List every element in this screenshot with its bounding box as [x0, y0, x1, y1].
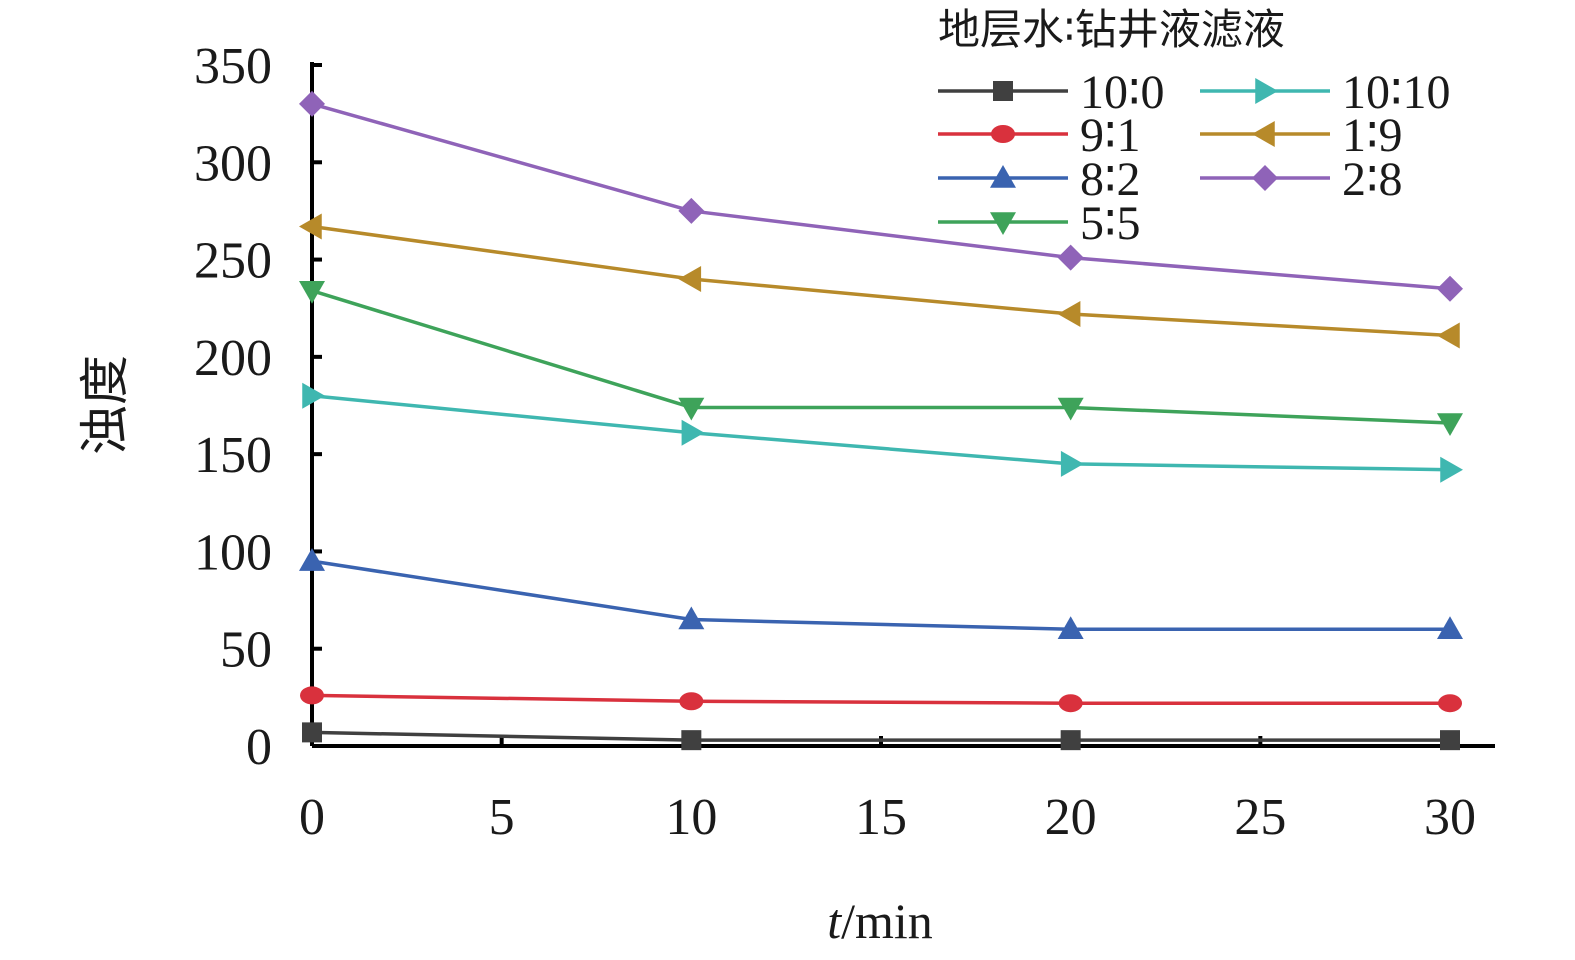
x-tick-label: 20: [1045, 789, 1097, 846]
legend-label: 8∶2: [1080, 153, 1141, 206]
legend-marker-circle: [991, 125, 1015, 143]
axes: 0 5 10 15 20 25 30 0 50 100 150 200 250 300 350: [194, 38, 1495, 846]
y-tick-label: 250: [194, 233, 272, 290]
data-point-triangle-down: [1057, 397, 1084, 421]
data-point-circle: [1058, 694, 1083, 713]
legend-items: 10∶09∶18∶25∶5 10∶101∶92∶8: [938, 66, 1451, 250]
legend-item: 10∶0: [938, 66, 1165, 119]
series-line: [311, 394, 1451, 472]
series-line: [311, 102, 1451, 291]
y-tick-label: 200: [194, 330, 272, 387]
series-line: [311, 289, 1451, 425]
y-tick-label: 300: [194, 135, 272, 192]
series-triangle-right: [302, 382, 1463, 483]
data-point-square: [302, 722, 322, 743]
y-tick-label: 150: [194, 427, 272, 484]
legend-marker-square: [993, 81, 1013, 101]
data-point-triangle-down: [299, 280, 325, 304]
legend-item: 8∶2: [938, 153, 1141, 206]
data-point-circle: [300, 686, 324, 705]
x-tick-label: 5: [489, 789, 515, 846]
data-point-triangle-down: [1437, 413, 1463, 437]
x-axis-title-variable: t: [827, 893, 842, 949]
data-point-square: [1060, 730, 1081, 751]
legend-item: 1∶9: [1200, 109, 1403, 162]
x-tick-label: 0: [299, 789, 325, 846]
data-point-triangle-right: [1440, 456, 1463, 483]
data-point-diamond: [299, 90, 325, 117]
series-triangle-left: [299, 213, 1460, 349]
legend-label: 5∶5: [1080, 197, 1141, 250]
series-line: [311, 559, 1450, 632]
x-tick-label: 25: [1234, 789, 1286, 846]
series-line: [311, 224, 1451, 338]
legend-marker-triangle-up: [990, 165, 1016, 188]
y-tick-label: 0: [246, 719, 272, 776]
series-triangle-up: [299, 548, 1463, 640]
data-point-diamond: [1057, 244, 1084, 271]
series-line: [311, 693, 1450, 705]
data-point-square: [1440, 730, 1460, 751]
data-point-triangle-right: [1060, 450, 1084, 477]
data-point-triangle-left: [1437, 322, 1460, 349]
data-point-triangle-left: [678, 266, 702, 293]
legend: 地层水∶钻井液滤液 10∶09∶18∶25∶5 10∶101∶92∶8: [938, 5, 1451, 250]
x-tick-label: 30: [1424, 789, 1476, 846]
data-point-diamond: [678, 197, 705, 224]
y-axis-title: 浊度: [77, 355, 133, 455]
data-point-triangle-up: [299, 548, 325, 571]
legend-label: 9∶1: [1080, 109, 1141, 162]
y-tick-label: 100: [194, 524, 272, 581]
data-point-triangle-up: [1437, 616, 1463, 640]
legend-title: 地层水∶钻井液滤液: [938, 5, 1285, 54]
legend-label: 1∶9: [1342, 109, 1403, 162]
legend-item: 5∶5: [938, 197, 1141, 250]
series-diamond: [299, 90, 1463, 302]
data-point-triangle-left: [1057, 301, 1081, 328]
x-ticks: 0 5 10 15 20 25 30: [299, 736, 1476, 846]
data-point-triangle-left: [299, 213, 322, 240]
legend-item: 2∶8: [1200, 153, 1403, 206]
series-triangle-down: [299, 280, 1463, 437]
x-axis-title-unit: /min: [841, 893, 933, 949]
series-circle: [300, 686, 1462, 713]
legend-marker-triangle-right: [1255, 78, 1278, 104]
legend-item: 10∶10: [1200, 66, 1451, 119]
legend-item: 9∶1: [938, 109, 1141, 162]
legend-marker-triangle-down: [990, 212, 1016, 235]
legend-label: 2∶8: [1342, 153, 1403, 206]
data-point-circle: [1438, 694, 1462, 713]
legend-marker-diamond: [1252, 165, 1278, 191]
x-tick-label: 10: [665, 789, 717, 846]
data-point-square: [681, 730, 702, 751]
y-ticks: 0 50 100 150 200 250 300 350: [194, 38, 322, 776]
legend-marker-triangle-left: [1252, 121, 1275, 147]
data-point-triangle-down: [678, 397, 705, 421]
data-point-triangle-up: [678, 606, 705, 630]
data-point-circle: [679, 692, 704, 711]
x-axis-title: t/min: [827, 893, 933, 949]
x-tick-label: 15: [855, 789, 907, 846]
series-layer: [299, 90, 1463, 751]
data-point-triangle-up: [1057, 616, 1084, 640]
data-point-triangle-right: [302, 382, 325, 409]
series-square: [302, 722, 1460, 751]
y-tick-label: 50: [220, 622, 272, 679]
data-point-diamond: [1437, 275, 1463, 302]
y-tick-label: 350: [194, 38, 272, 95]
legend-label: 10∶0: [1080, 66, 1165, 119]
series-line: [311, 730, 1450, 742]
legend-label: 10∶10: [1342, 66, 1451, 119]
data-point-triangle-right: [681, 419, 705, 446]
